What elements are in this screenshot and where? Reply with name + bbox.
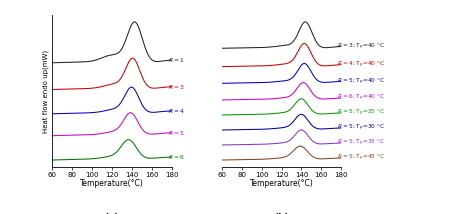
Text: $\mathit{R=3}$; T$_p$=40 °C: $\mathit{R=3}$; T$_p$=40 °C bbox=[337, 42, 385, 52]
Text: $\mathit{R=5}$; T$_p$=30 °C: $\mathit{R=5}$; T$_p$=30 °C bbox=[337, 123, 385, 133]
Text: $\mathit{R=5}$; T$_p$=25 °C: $\mathit{R=5}$; T$_p$=25 °C bbox=[337, 108, 385, 118]
Text: $R{=}5$: $R{=}5$ bbox=[168, 129, 184, 137]
Y-axis label: Heat flow endo up(mW): Heat flow endo up(mW) bbox=[43, 49, 49, 132]
Text: $\mathit{R=5}$; T$_p$=35 °C: $\mathit{R=5}$; T$_p$=35 °C bbox=[337, 138, 385, 148]
Text: $R{=}1$: $R{=}1$ bbox=[168, 56, 184, 64]
Text: $R{=}4$: $R{=}4$ bbox=[168, 107, 184, 115]
Text: $\mathit{R=5}$; T$_p$=45 °C: $\mathit{R=5}$; T$_p$=45 °C bbox=[337, 153, 385, 163]
X-axis label: Temperature(°C): Temperature(°C) bbox=[250, 179, 313, 188]
X-axis label: Temperature(°C): Temperature(°C) bbox=[80, 179, 144, 188]
Text: $\mathit{R=4}$; T$_p$=40 °C: $\mathit{R=4}$; T$_p$=40 °C bbox=[337, 60, 385, 70]
Text: $\mathit{R=5}$; T$_p$=40 °C: $\mathit{R=5}$; T$_p$=40 °C bbox=[337, 76, 385, 87]
Text: $R{=}6$: $R{=}6$ bbox=[168, 153, 184, 161]
Text: (b): (b) bbox=[274, 213, 289, 214]
Text: $R{=}3$: $R{=}3$ bbox=[168, 83, 184, 91]
Text: $\mathit{R=6}$; T$_p$=40 °C: $\mathit{R=6}$; T$_p$=40 °C bbox=[337, 93, 385, 103]
Text: (a): (a) bbox=[105, 213, 119, 214]
